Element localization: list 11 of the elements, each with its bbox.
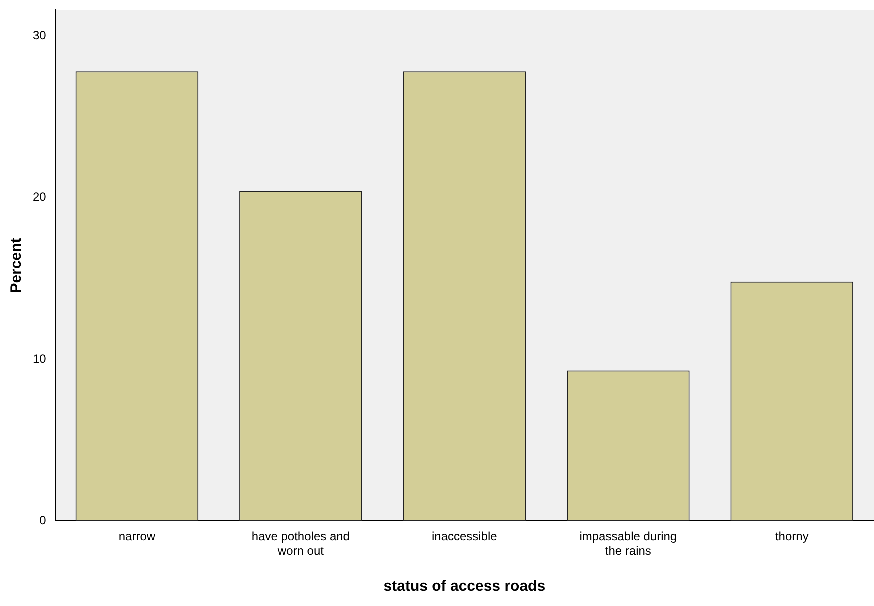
y-axis-title: Percent <box>8 238 26 294</box>
x-tick-label: have potholes and worn out <box>252 530 350 558</box>
y-tick-label: 20 <box>32 190 47 204</box>
x-tick-label: inaccessible <box>432 530 498 544</box>
y-tick-label: 10 <box>32 352 47 366</box>
y-tick-label: 30 <box>32 28 47 42</box>
y-tick-label: 0 <box>40 514 47 528</box>
x-tick-label: narrow <box>118 530 156 544</box>
x-axis-title: status of access roads <box>384 578 546 596</box>
x-tick-label: thorny <box>775 530 809 544</box>
x-tick-label: impassable during the rains <box>580 530 678 558</box>
